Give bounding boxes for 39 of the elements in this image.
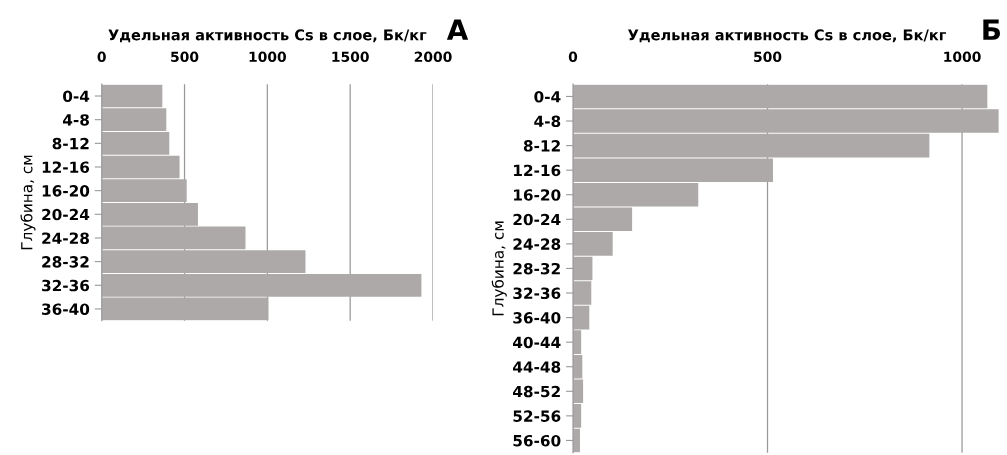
y-tick-label: 8-12 [52, 137, 89, 150]
y-tick-label: 4-8 [534, 115, 561, 128]
x-axis-title: Удельная активность Cs в слое, Бк/кг [108, 29, 427, 43]
y-tick-label: 8-12 [523, 140, 560, 152]
text: А [446, 19, 469, 40]
y-tick-label: 48-52 [513, 385, 560, 398]
y-tick-label: 4-8 [62, 114, 89, 126]
y-tick-label: 44-48 [513, 361, 561, 373]
text: Б [983, 19, 1001, 40]
y-tick-label: 36-40 [42, 303, 90, 315]
y-tick-label: 28-32 [42, 256, 89, 268]
x-tick-label: 500 [171, 51, 199, 63]
y-tick-label: 32-36 [42, 279, 90, 292]
x-tick-label: 1500 [332, 51, 369, 63]
y-tick-label: 12-16 [42, 161, 90, 174]
x-tick-label: 1000 [944, 51, 981, 63]
y-axis-title: Глубина, см [20, 155, 36, 250]
y-tick-label: 0-4 [63, 90, 90, 103]
x-tick-label: 1000 [249, 51, 287, 63]
y-tick-label: 56-60 [513, 434, 561, 447]
y-tick-label: 28-32 [513, 262, 560, 275]
y-tick-label: 52-56 [513, 410, 561, 422]
x-tick-label: 0 [568, 51, 578, 63]
y-tick-label: 24-28 [513, 238, 561, 250]
y-axis-title: Глубина, см [491, 221, 507, 316]
y-tick-label: 32-36 [513, 287, 561, 300]
y-tick-label: 24-28 [42, 232, 89, 244]
y-tick-label: 36-40 [513, 312, 561, 324]
x-tick-label: 2000 [414, 51, 452, 63]
x-tick-label: 0 [97, 51, 106, 63]
y-tick-label: 20-24 [513, 213, 561, 226]
y-tick-label: 16-20 [42, 185, 90, 197]
x-tick-label: 500 [754, 51, 782, 63]
y-tick-label: 16-20 [514, 189, 561, 201]
x-axis-title: Удельная активность Cs в слое, Бк/кг [628, 29, 947, 43]
y-tick-label: 0-4 [534, 90, 561, 103]
y-tick-label: 40-44 [513, 336, 561, 349]
y-tick-label: 12-16 [514, 164, 561, 177]
y-tick-label: 20-24 [42, 208, 90, 221]
